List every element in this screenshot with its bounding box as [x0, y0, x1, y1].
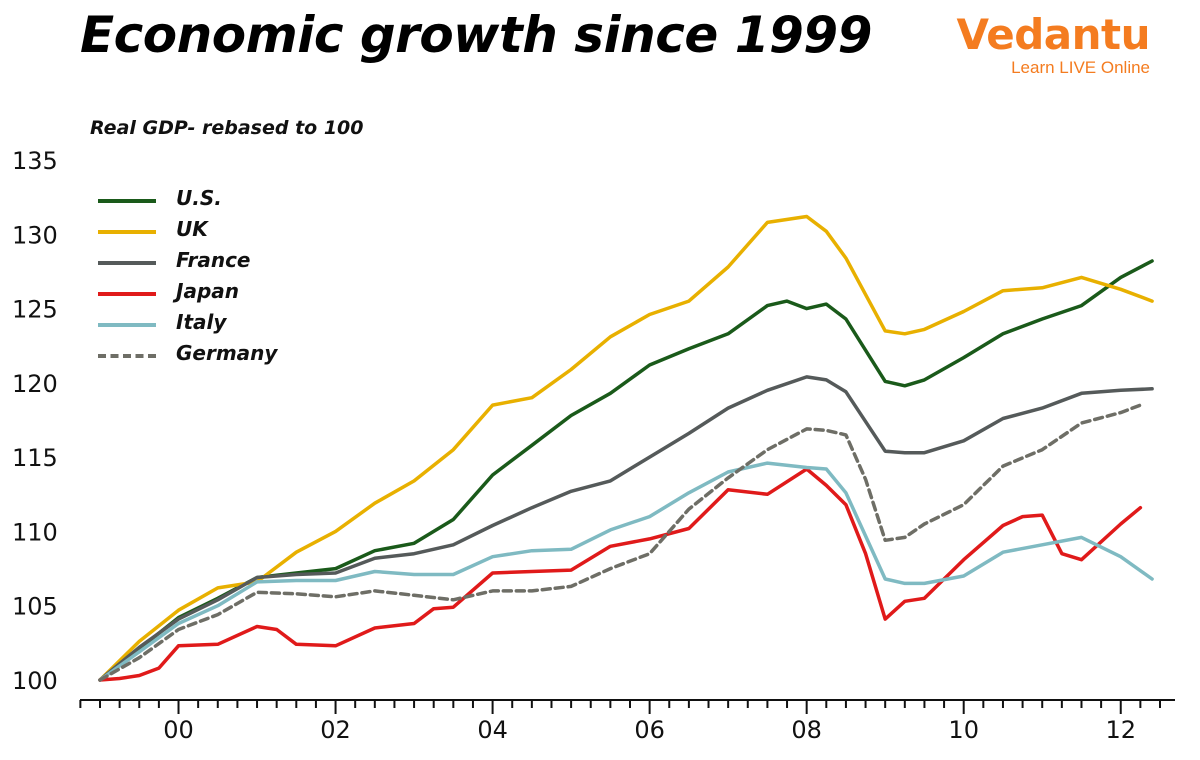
legend-label: Japan	[176, 279, 239, 303]
legend-label: UK	[176, 217, 208, 241]
series-line-japan	[98, 467, 1143, 682]
y-tick-label: 130	[12, 221, 58, 249]
legend-swatch	[98, 261, 156, 265]
legend-swatch	[98, 292, 156, 296]
legend-label: Italy	[176, 310, 227, 334]
legend-swatch	[98, 230, 156, 234]
x-tick-label: 04	[477, 716, 508, 744]
legend-label: Germany	[176, 341, 278, 365]
logo-wordmark: Vedantu	[956, 10, 1151, 59]
legend-swatch	[98, 323, 156, 327]
y-tick-label: 110	[12, 518, 58, 546]
y-tick-label: 115	[12, 444, 58, 472]
legend-swatch	[98, 354, 156, 358]
y-axis-label: Real GDP- rebased to 100	[90, 117, 364, 139]
y-tick-label: 125	[12, 296, 58, 324]
y-tick-label: 100	[12, 667, 58, 695]
legend-label: France	[176, 248, 251, 272]
x-tick-label: 00	[163, 716, 194, 744]
series-line-italy	[98, 461, 1154, 682]
x-tick-label: 02	[320, 716, 351, 744]
chart-title: Economic growth since 1999	[80, 6, 872, 64]
y-tick-label: 105	[12, 593, 58, 621]
series-line-uk	[98, 214, 1154, 682]
x-tick-label: 10	[948, 716, 979, 744]
logo-tagline: Learn LIVE Online	[1011, 58, 1150, 77]
series-line-germany	[98, 403, 1143, 682]
x-tick-label: 06	[634, 716, 665, 744]
series-line-france	[98, 375, 1154, 682]
legend-label: U.S.	[176, 186, 222, 210]
y-tick-label: 120	[12, 370, 58, 398]
y-tick-label: 135	[12, 147, 58, 175]
vedantu-logo: Vedantu Learn LIVE Online	[956, 10, 1151, 78]
x-tick-label: 08	[791, 716, 822, 744]
x-tick-label: 12	[1105, 716, 1136, 744]
legend-swatch	[98, 199, 156, 203]
